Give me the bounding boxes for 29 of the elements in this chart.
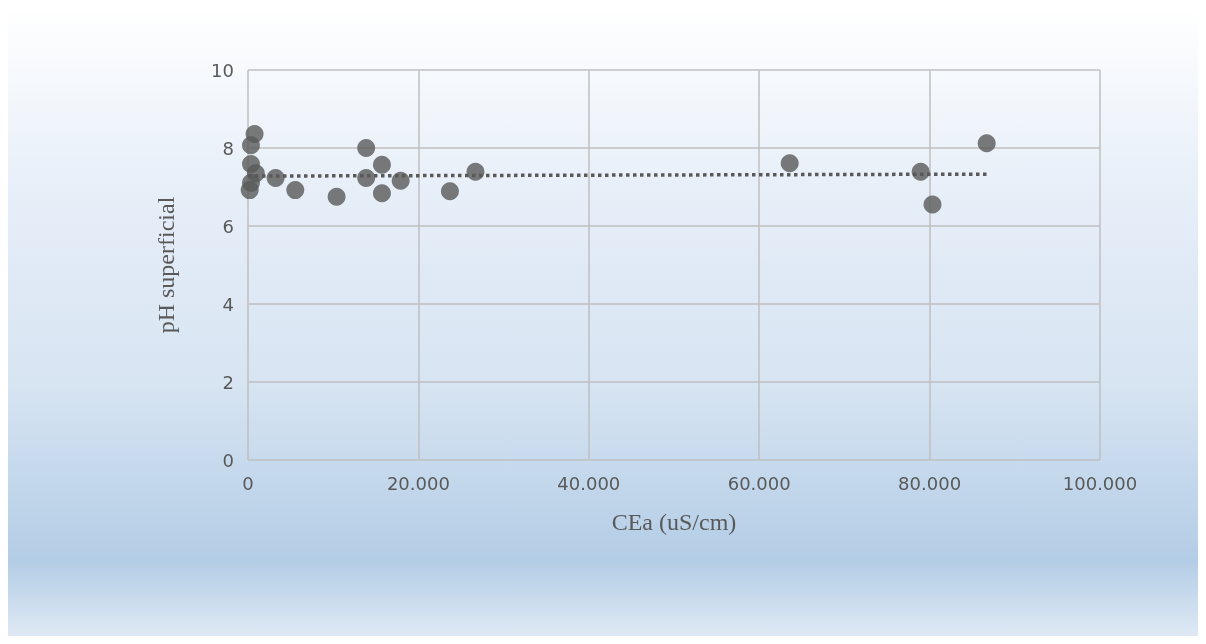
x-axis-title: CEa (uS/cm) — [611, 509, 737, 535]
y-tick-label: 2 — [222, 371, 234, 393]
x-tick-label: 0 — [242, 472, 254, 494]
y-axis-title: pH superficial — [153, 196, 179, 334]
x-tick-label: 100.000 — [1062, 472, 1138, 494]
point — [242, 173, 260, 192]
y-tick-label: 0 — [222, 449, 234, 471]
point — [372, 155, 391, 174]
point — [466, 162, 485, 181]
y-tick-label: 8 — [222, 137, 234, 159]
y-tick-label: 4 — [222, 293, 234, 315]
point — [977, 134, 996, 153]
x-tick-label: 40.000 — [557, 472, 621, 494]
y-tick-label: 10 — [211, 59, 234, 81]
point — [357, 169, 376, 188]
point — [391, 171, 410, 190]
x-tick-label: 60.000 — [727, 472, 791, 494]
point — [911, 162, 930, 181]
point — [357, 139, 376, 157]
point — [780, 154, 799, 173]
x-tick-label: 80.000 — [898, 472, 962, 494]
point — [372, 184, 391, 203]
point — [923, 195, 942, 214]
point — [242, 136, 260, 155]
x-tick-label: 20.000 — [386, 472, 450, 494]
point — [440, 182, 459, 201]
point — [327, 187, 346, 206]
point — [286, 181, 305, 200]
y-tick-label: 6 — [222, 215, 234, 237]
